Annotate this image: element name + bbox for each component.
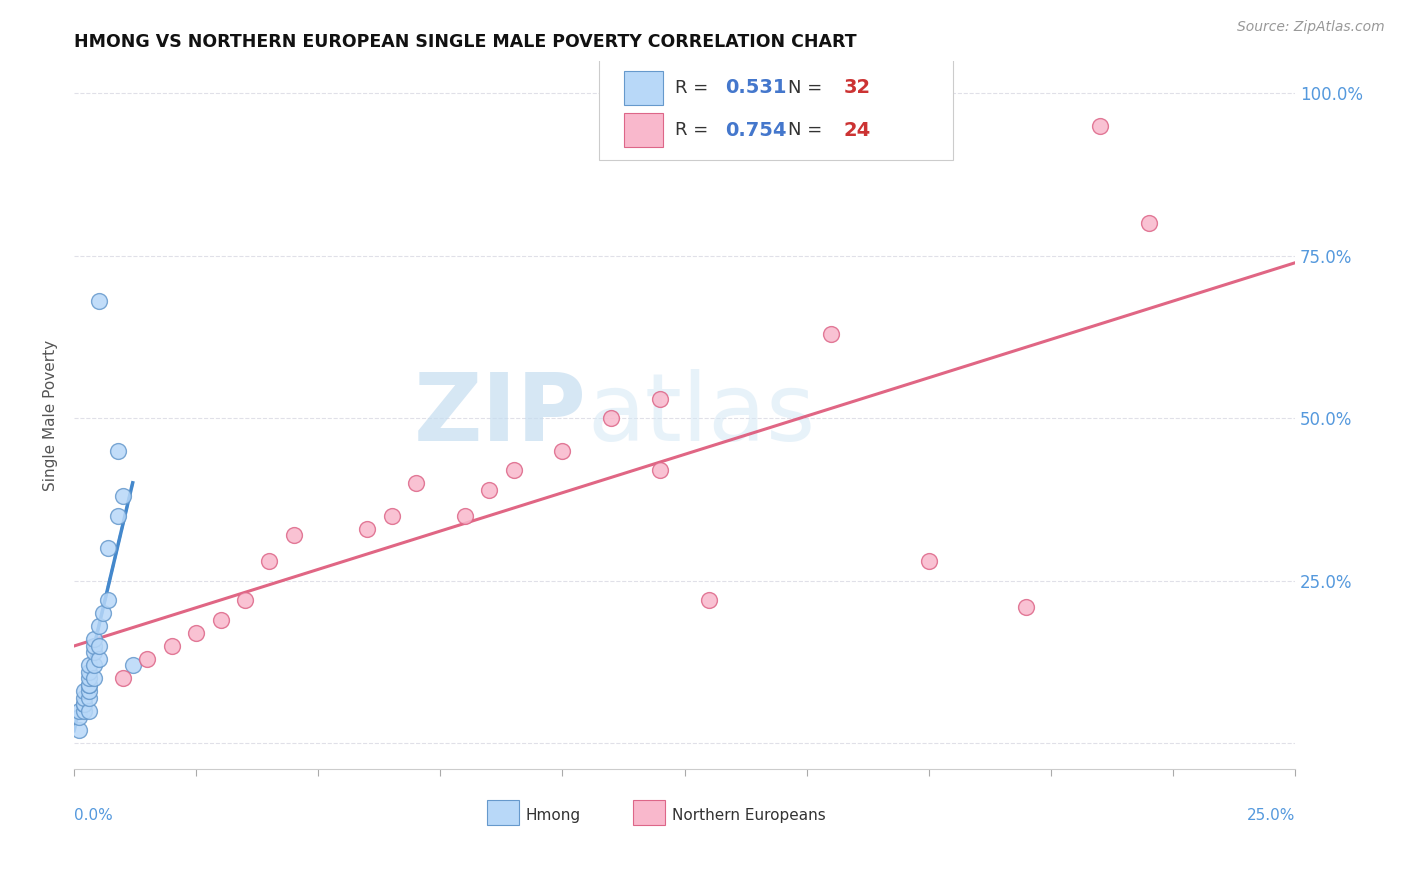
Point — [87, 639, 110, 653]
Point — [820, 326, 842, 341]
Text: 0.0%: 0.0% — [75, 808, 112, 823]
Text: R =: R = — [675, 78, 714, 96]
Point — [478, 483, 501, 497]
Point — [73, 697, 96, 711]
Text: atlas: atlas — [586, 369, 815, 461]
Point — [918, 554, 941, 568]
Point — [77, 704, 100, 718]
Point — [107, 508, 129, 523]
Point — [136, 651, 159, 665]
Point — [77, 671, 100, 685]
FancyBboxPatch shape — [633, 800, 665, 825]
Point — [83, 671, 105, 685]
FancyBboxPatch shape — [623, 113, 662, 147]
Point — [233, 593, 256, 607]
Point — [67, 704, 90, 718]
Point — [77, 690, 100, 705]
Y-axis label: Single Male Poverty: Single Male Poverty — [44, 340, 58, 491]
Point — [73, 684, 96, 698]
Point — [87, 294, 110, 309]
Text: 25.0%: 25.0% — [1247, 808, 1295, 823]
Text: N =: N = — [789, 121, 828, 139]
Point — [107, 443, 129, 458]
Point — [454, 508, 477, 523]
Point — [405, 476, 427, 491]
Point — [502, 463, 524, 477]
Text: ZIP: ZIP — [413, 369, 586, 461]
Text: Source: ZipAtlas.com: Source: ZipAtlas.com — [1237, 20, 1385, 34]
Point — [209, 613, 232, 627]
Point — [551, 443, 574, 458]
Text: 0.531: 0.531 — [725, 78, 786, 97]
Point — [73, 697, 96, 711]
Point — [77, 678, 100, 692]
Point — [83, 632, 105, 647]
FancyBboxPatch shape — [623, 70, 662, 104]
Point — [77, 684, 100, 698]
Point — [283, 528, 305, 542]
FancyBboxPatch shape — [486, 800, 519, 825]
Point — [111, 671, 134, 685]
Point — [97, 593, 120, 607]
Point — [83, 645, 105, 659]
Point — [356, 522, 378, 536]
Point — [111, 489, 134, 503]
Text: 32: 32 — [844, 78, 870, 97]
Text: Hmong: Hmong — [526, 808, 581, 822]
Text: R =: R = — [675, 121, 714, 139]
Text: 0.754: 0.754 — [725, 120, 786, 140]
Point — [93, 606, 115, 620]
Point — [697, 593, 720, 607]
Point — [380, 508, 402, 523]
Point — [1137, 216, 1160, 230]
Point — [77, 665, 100, 679]
Point — [650, 392, 672, 406]
Point — [77, 678, 100, 692]
Point — [67, 710, 90, 724]
Point — [1015, 599, 1038, 614]
Point — [73, 690, 96, 705]
Text: N =: N = — [789, 78, 828, 96]
Point — [121, 658, 143, 673]
Point — [87, 619, 110, 633]
Text: 24: 24 — [844, 120, 870, 140]
Point — [87, 651, 110, 665]
Point — [186, 625, 208, 640]
Point — [650, 463, 672, 477]
Point — [67, 723, 90, 738]
FancyBboxPatch shape — [599, 50, 953, 160]
Point — [1088, 119, 1111, 133]
Text: HMONG VS NORTHERN EUROPEAN SINGLE MALE POVERTY CORRELATION CHART: HMONG VS NORTHERN EUROPEAN SINGLE MALE P… — [75, 33, 856, 51]
Point — [97, 541, 120, 556]
Point — [600, 411, 623, 425]
Text: Northern Europeans: Northern Europeans — [672, 808, 827, 822]
Point — [83, 639, 105, 653]
Point — [160, 639, 183, 653]
Point — [83, 658, 105, 673]
Point — [259, 554, 281, 568]
Point — [73, 704, 96, 718]
Point — [77, 658, 100, 673]
